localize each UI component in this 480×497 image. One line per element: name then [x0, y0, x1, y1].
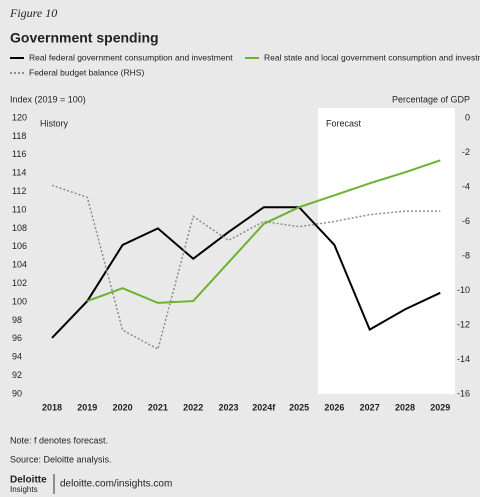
y-tick-label: 108 [12, 223, 27, 233]
y-tick-label: 110 [12, 204, 26, 214]
series-line [51, 206, 441, 339]
y2-tick-label: -2 [462, 147, 470, 157]
y-tick-label: 102 [12, 278, 27, 288]
y-tick-label: 92 [12, 370, 22, 380]
legend-label: Real federal government consumption and … [29, 52, 233, 62]
x-tick-label: 2029 [430, 402, 450, 412]
annotation: History [40, 118, 69, 128]
y2-tick-label: -8 [462, 250, 470, 260]
x-tick-label: 2022 [183, 402, 203, 412]
y2-tick-label: -16 [457, 388, 470, 398]
y-axis-title: Index (2019 = 100) [10, 94, 86, 104]
footer-url[interactable]: deloitte.com/insights.com [60, 479, 172, 490]
y2-axis-title: Percentage of GDP [392, 94, 470, 104]
y2-tick-label: -4 [462, 181, 470, 191]
y2-tick-label: 0 [465, 112, 470, 122]
y-tick-label: 112 [12, 186, 26, 196]
figure-label: Figure 10 [9, 6, 57, 20]
y2-tick-label: -14 [457, 354, 470, 364]
series-line [51, 184, 441, 351]
x-tick-label: 2019 [77, 402, 97, 412]
y-tick-label: 116 [12, 149, 26, 159]
y2-tick-label: -6 [462, 216, 470, 226]
note: Source: Deloitte analysis. [10, 454, 112, 464]
x-tick-label: 2020 [113, 402, 133, 412]
y-tick-label: 120 [12, 112, 27, 122]
note: Note: f denotes forecast. [10, 435, 108, 445]
y-tick-label: 90 [12, 388, 22, 398]
x-tick-label: 2025 [289, 402, 309, 412]
x-tick-label: 2021 [148, 402, 168, 412]
y-tick-label: 114 [12, 168, 26, 178]
chart-title: Government spending [10, 30, 159, 46]
x-tick-label: 2023 [218, 402, 238, 412]
brand-sub: Insights [10, 485, 38, 494]
annotation: Forecast [326, 118, 362, 128]
x-tick-label: 2024f [252, 402, 276, 412]
y-tick-label: 106 [12, 241, 27, 251]
forecast-region [318, 108, 455, 394]
y2-tick-label: -10 [457, 285, 470, 295]
x-tick-label: 2018 [42, 402, 62, 412]
legend-label: Federal budget balance (RHS) [29, 67, 144, 77]
legend-label: Real state and local government consumpt… [264, 52, 480, 62]
y2-tick-label: -12 [457, 319, 470, 329]
x-tick-label: 2028 [395, 402, 415, 412]
y-tick-label: 104 [12, 260, 27, 270]
y-tick-label: 118 [12, 131, 26, 141]
x-tick-label: 2026 [324, 402, 344, 412]
y-tick-label: 100 [12, 296, 27, 306]
brand: Deloitte [10, 475, 47, 486]
series-line [86, 159, 441, 304]
y-tick-label: 96 [12, 333, 22, 343]
y-tick-label: 94 [12, 352, 22, 362]
x-tick-label: 2027 [360, 402, 380, 412]
y-tick-label: 98 [12, 315, 22, 325]
